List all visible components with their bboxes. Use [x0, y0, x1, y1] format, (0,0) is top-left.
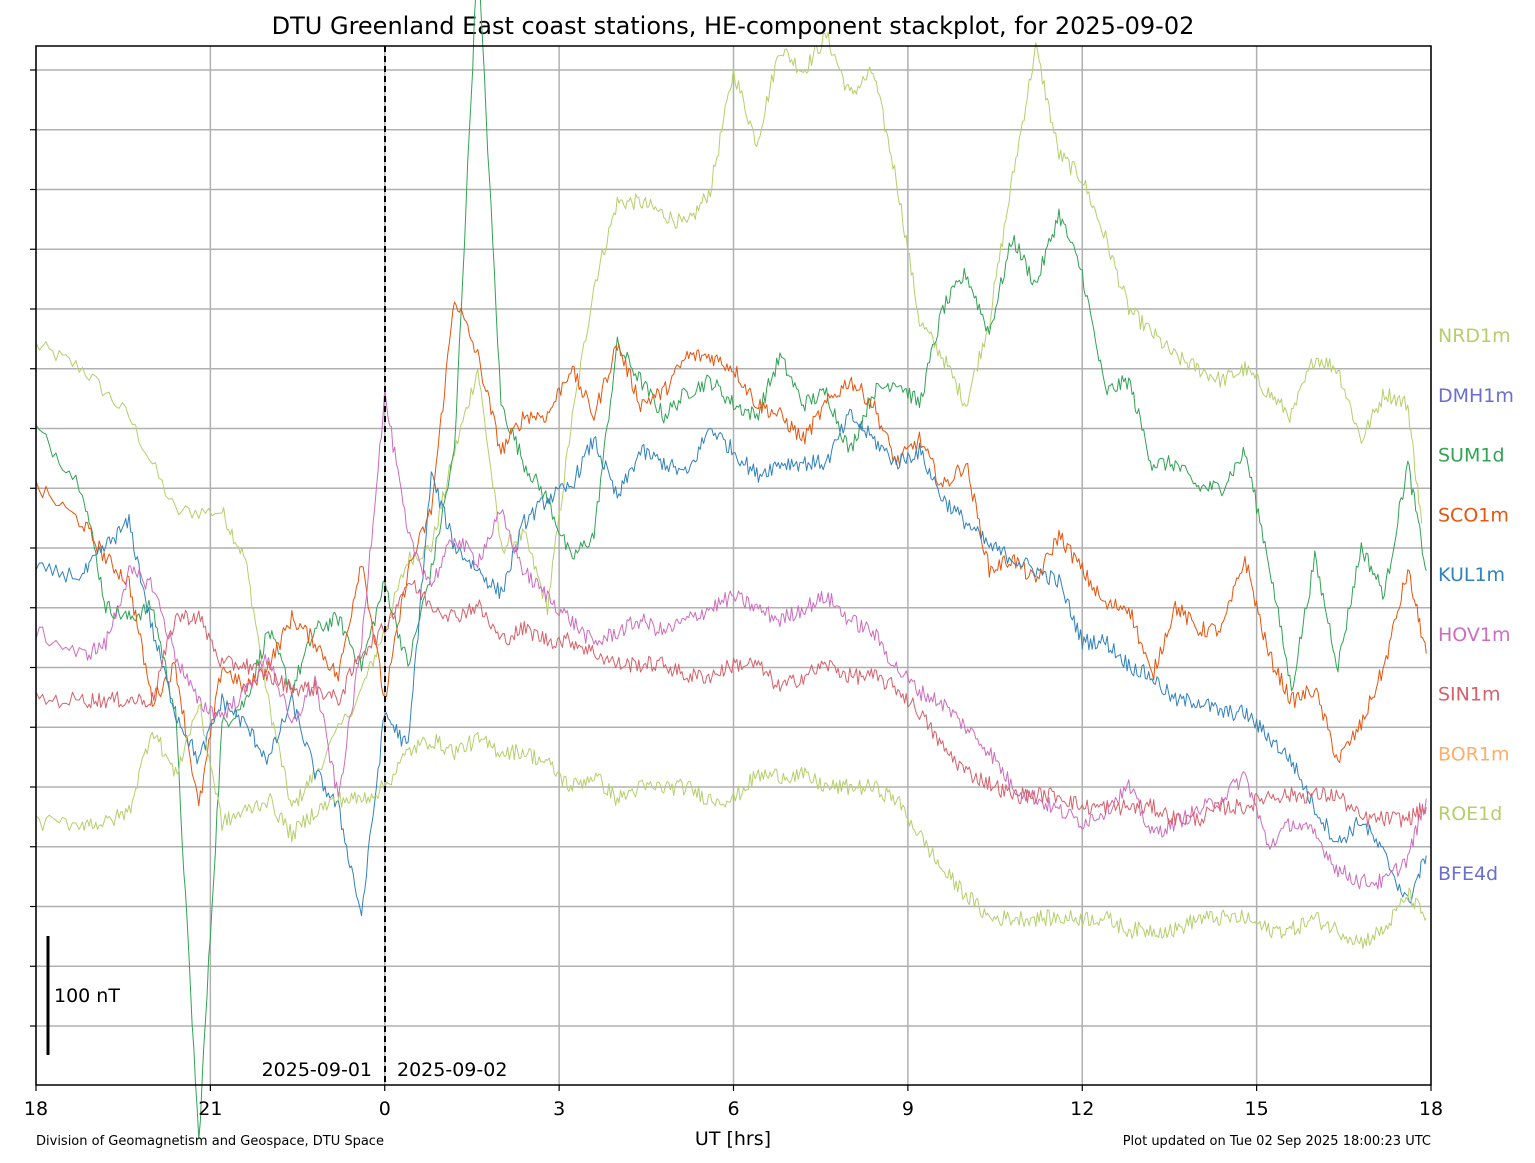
station-label-sco1m: SCO1m	[1438, 504, 1509, 526]
series-line-sco1m	[35, 301, 1427, 807]
station-labels: NRD1m DMH1m SUM1d SCO1m KUL1m HOV1m SIN1m BOR1m…	[1438, 325, 1514, 885]
ticks	[30, 69, 1432, 1091]
station-label-sum1d: SUM1d	[1438, 445, 1505, 467]
station-label-hov1m: HOV1m	[1438, 624, 1511, 646]
x-tick-label: 18	[1419, 1098, 1443, 1120]
series-line-sin1m	[35, 579, 1427, 828]
series-line-roe1d	[35, 703, 1427, 949]
date-label-left: 2025-09-01	[262, 1059, 372, 1081]
series-line-kul1m	[35, 408, 1427, 917]
x-tick-label: 15	[1245, 1098, 1269, 1120]
x-tick-label: 3	[553, 1098, 565, 1120]
series-layer	[35, 0, 1427, 1140]
footer-right: Plot updated on Tue 02 Sep 2025 18:00:23…	[1123, 1134, 1431, 1149]
x-tick-label: 21	[198, 1098, 222, 1120]
x-tick-label: 0	[379, 1098, 391, 1120]
x-tick-label: 12	[1070, 1098, 1094, 1120]
station-label-sin1m: SIN1m	[1438, 684, 1500, 706]
station-label-kul1m: KUL1m	[1438, 564, 1505, 586]
x-tick-labels: 18 21 0 3 6 9 12 15 18	[24, 1098, 1443, 1120]
grid	[35, 46, 1432, 1085]
footer-left: Division of Geomagnetism and Geospace, D…	[36, 1134, 384, 1149]
series-line-sum1d	[35, 0, 1427, 1140]
chart-title: DTU Greenland East coast stations, HE-co…	[272, 12, 1195, 40]
series-line-nrd1m	[35, 31, 1423, 807]
series-line-hov1m	[35, 387, 1427, 890]
x-tick-label: 6	[727, 1098, 739, 1120]
station-label-dmh1m: DMH1m	[1438, 385, 1514, 407]
x-tick-label: 18	[24, 1098, 48, 1120]
x-tick-label: 9	[902, 1098, 914, 1120]
date-label-right: 2025-09-02	[397, 1059, 507, 1081]
scale-bar-label: 100 nT	[54, 985, 120, 1007]
x-axis-label: UT [hrs]	[695, 1128, 771, 1150]
station-label-bfe4d: BFE4d	[1438, 863, 1498, 885]
station-label-bor1m: BOR1m	[1438, 743, 1509, 765]
station-label-roe1d: ROE1d	[1438, 803, 1502, 825]
station-label-nrd1m: NRD1m	[1438, 325, 1511, 347]
